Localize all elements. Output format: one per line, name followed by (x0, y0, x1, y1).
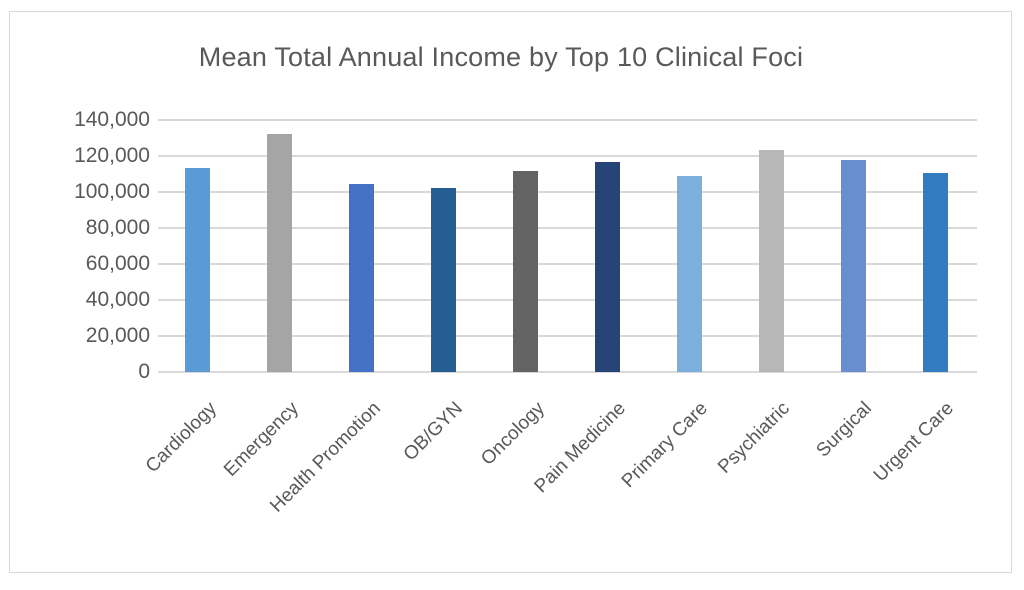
gridline (158, 335, 977, 337)
bar-emergency[interactable] (267, 134, 293, 372)
y-tick-label: 100,000 (74, 180, 150, 203)
y-tick-label: 140,000 (74, 108, 150, 131)
y-tick-label: 20,000 (85, 324, 150, 347)
y-tick-label: 40,000 (85, 288, 150, 311)
y-tick-label: 80,000 (85, 216, 150, 239)
y-tick-label: 60,000 (85, 252, 150, 275)
bar-ob-gyn[interactable] (431, 188, 457, 372)
gridline (158, 227, 977, 229)
gridline (158, 263, 977, 265)
gridline (158, 371, 977, 373)
gridline (158, 299, 977, 301)
y-tick-label: 120,000 (74, 144, 150, 167)
bar-pain-medicine[interactable] (594, 162, 620, 372)
bar-urgent-care[interactable] (922, 172, 948, 372)
gridline (158, 191, 977, 193)
chart-title: Mean Total Annual Income by Top 10 Clini… (198, 42, 804, 72)
y-tick-label: 0 (138, 360, 150, 383)
bar-cardiology[interactable] (185, 167, 211, 372)
gridline (158, 119, 977, 121)
bar-health-promotion[interactable] (349, 183, 375, 372)
bar-surgical[interactable] (840, 160, 866, 372)
gridline (158, 155, 977, 157)
plot-area (158, 119, 977, 373)
bar-oncology[interactable] (513, 170, 539, 372)
bar-psychiatric[interactable] (758, 150, 784, 372)
bar-primary-care[interactable] (676, 175, 702, 372)
